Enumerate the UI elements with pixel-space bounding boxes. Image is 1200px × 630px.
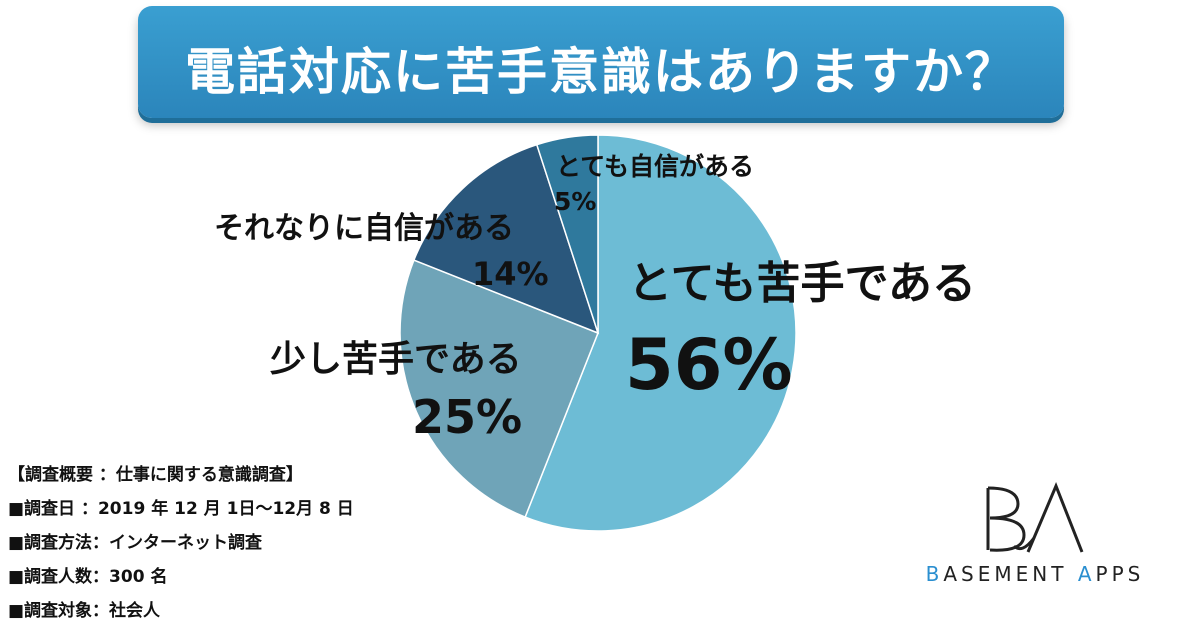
pie-slice-very-confident xyxy=(535,134,599,334)
survey-line: 【調査概要 ：仕事に関する意識調査】 xyxy=(8,465,303,485)
ba-logo-mark xyxy=(986,482,1084,553)
slice-value-very-weak: 56% xyxy=(625,324,793,406)
survey-line: ■調査日 ：2019 年 12 月 1日〜12月 8 日 xyxy=(8,499,354,519)
survey-line: ■調査方法：インターネット調査 xyxy=(8,533,263,553)
slice-label-slightly-weak: 少し苦手である xyxy=(270,339,522,380)
pie-slice-very-weak xyxy=(524,134,797,532)
slice-value-fairly-confident: 14% xyxy=(472,255,549,293)
slice-value-very-confident: 5% xyxy=(554,187,597,216)
chart-title: 電話対応に苦手意識はありますか？ xyxy=(185,43,1017,101)
pie-slice-slightly-weak xyxy=(399,259,599,519)
survey-info: 【調査概要 ：仕事に関する意識調査】 ■調査日 ：2019 年 12 月 1日〜… xyxy=(8,458,354,628)
logo-wordmark: BASEMENT APPS xyxy=(925,562,1145,586)
slice-label-very-confident: とても自信がある xyxy=(556,152,755,181)
slice-value-slightly-weak: 25% xyxy=(412,390,523,444)
slice-label-fairly-confident: それなりに自信がある xyxy=(214,211,514,246)
survey-line: ■調査対象：社会人 xyxy=(8,601,161,621)
basement-apps-logo: BASEMENT APPS xyxy=(910,480,1160,590)
title-banner: 電話対応に苦手意識はありますか？ xyxy=(138,6,1064,118)
survey-line: ■調査人数：300 名 xyxy=(8,567,168,587)
slice-label-very-weak: とても苦手である xyxy=(628,258,977,309)
